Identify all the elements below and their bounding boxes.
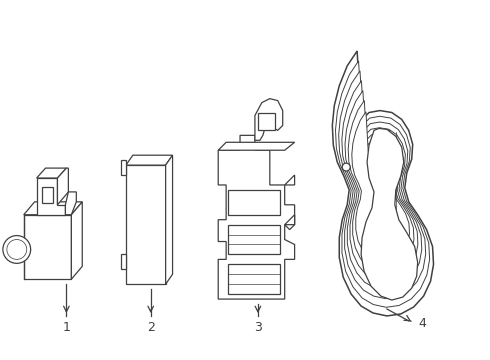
Polygon shape (255, 99, 283, 140)
Polygon shape (24, 202, 82, 215)
Polygon shape (361, 129, 417, 300)
Text: 3: 3 (254, 321, 262, 334)
Polygon shape (258, 113, 275, 130)
Polygon shape (121, 160, 126, 175)
Text: 2: 2 (147, 321, 155, 334)
Circle shape (7, 239, 26, 260)
Polygon shape (285, 175, 294, 185)
Polygon shape (126, 165, 166, 284)
Polygon shape (72, 202, 82, 279)
Polygon shape (345, 91, 418, 282)
Polygon shape (42, 187, 53, 203)
Polygon shape (285, 215, 294, 225)
Polygon shape (218, 135, 294, 299)
Polygon shape (228, 225, 280, 255)
Polygon shape (37, 178, 65, 215)
Polygon shape (352, 112, 410, 263)
Polygon shape (336, 61, 430, 307)
Polygon shape (166, 155, 172, 284)
Polygon shape (37, 168, 66, 178)
Polygon shape (65, 192, 76, 215)
Polygon shape (332, 51, 434, 316)
Circle shape (342, 163, 350, 171)
Polygon shape (339, 71, 426, 299)
Polygon shape (126, 155, 172, 165)
Polygon shape (57, 168, 69, 205)
Circle shape (3, 235, 31, 264)
Polygon shape (218, 142, 294, 150)
Polygon shape (348, 100, 414, 273)
Polygon shape (342, 81, 422, 290)
Text: 1: 1 (62, 321, 71, 334)
Polygon shape (228, 190, 280, 215)
Polygon shape (24, 215, 72, 279)
Text: 4: 4 (418, 318, 426, 330)
Polygon shape (121, 255, 126, 269)
Polygon shape (228, 264, 280, 294)
